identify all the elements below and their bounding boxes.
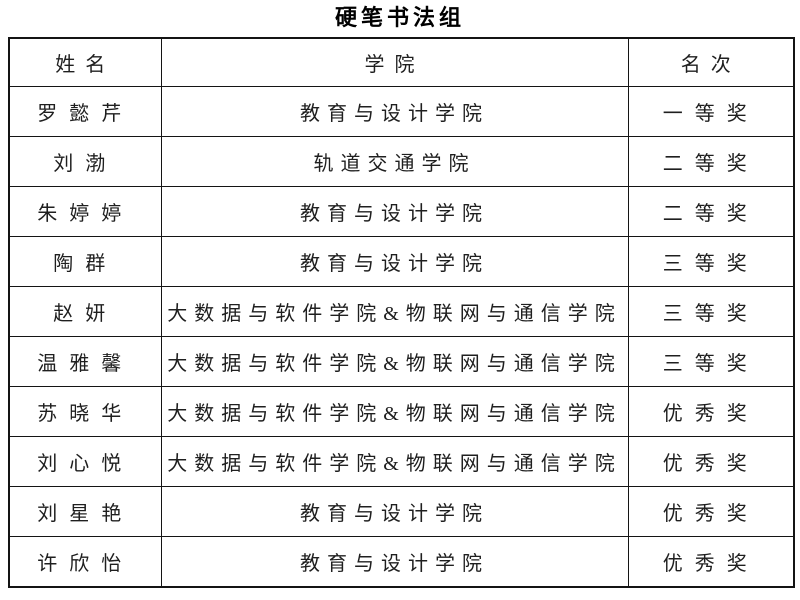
name-cell: 刘渤 bbox=[8, 136, 162, 187]
name-cell: 罗懿芹 bbox=[8, 86, 162, 137]
college-cell: 大数据与软件学院&物联网与通信学院 bbox=[160, 436, 629, 487]
rank-cell: 三等奖 bbox=[627, 336, 795, 387]
rank-cell: 三等奖 bbox=[627, 286, 795, 337]
name-cell: 许欣怡 bbox=[8, 536, 162, 588]
awards-table: 姓名 学院 名次 罗懿芹 教育与设计学院 一等奖 刘渤 轨道交通学院 二等奖 朱… bbox=[8, 37, 795, 588]
rank-cell: 二等奖 bbox=[627, 186, 795, 237]
table-body: 罗懿芹 教育与设计学院 一等奖 刘渤 轨道交通学院 二等奖 朱婷婷 教育与设计学… bbox=[8, 86, 795, 588]
name-cell: 苏晓华 bbox=[8, 386, 162, 437]
college-cell: 教育与设计学院 bbox=[160, 86, 629, 137]
header-name: 姓名 bbox=[8, 37, 162, 87]
college-cell: 教育与设计学院 bbox=[160, 486, 629, 537]
rank-cell: 一等奖 bbox=[627, 86, 795, 137]
college-cell: 教育与设计学院 bbox=[160, 186, 629, 237]
name-cell: 赵妍 bbox=[8, 286, 162, 337]
rank-cell: 三等奖 bbox=[627, 236, 795, 287]
header-rank: 名次 bbox=[627, 37, 795, 87]
table-row: 朱婷婷 教育与设计学院 二等奖 bbox=[8, 186, 795, 237]
table-row: 苏晓华 大数据与软件学院&物联网与通信学院 优秀奖 bbox=[8, 386, 795, 437]
table-row: 刘渤 轨道交通学院 二等奖 bbox=[8, 136, 795, 187]
name-cell: 刘心悦 bbox=[8, 436, 162, 487]
name-cell: 朱婷婷 bbox=[8, 186, 162, 237]
rank-cell: 优秀奖 bbox=[627, 486, 795, 537]
rank-cell: 二等奖 bbox=[627, 136, 795, 187]
table-row: 刘星艳 教育与设计学院 优秀奖 bbox=[8, 486, 795, 537]
table-row: 罗懿芹 教育与设计学院 一等奖 bbox=[8, 86, 795, 137]
table-row: 许欣怡 教育与设计学院 优秀奖 bbox=[8, 536, 795, 588]
name-cell: 刘星艳 bbox=[8, 486, 162, 537]
college-cell: 教育与设计学院 bbox=[160, 236, 629, 287]
college-cell: 大数据与软件学院&物联网与通信学院 bbox=[160, 336, 629, 387]
college-cell: 轨道交通学院 bbox=[160, 136, 629, 187]
header-college: 学院 bbox=[160, 37, 629, 87]
name-cell: 温雅馨 bbox=[8, 336, 162, 387]
college-cell: 教育与设计学院 bbox=[160, 536, 629, 588]
table-row: 温雅馨 大数据与软件学院&物联网与通信学院 三等奖 bbox=[8, 336, 795, 387]
rank-cell: 优秀奖 bbox=[627, 386, 795, 437]
table-row: 陶群 教育与设计学院 三等奖 bbox=[8, 236, 795, 287]
table-row: 刘心悦 大数据与软件学院&物联网与通信学院 优秀奖 bbox=[8, 436, 795, 487]
rank-cell: 优秀奖 bbox=[627, 436, 795, 487]
name-cell: 陶群 bbox=[8, 236, 162, 287]
header-row: 姓名 学院 名次 bbox=[8, 37, 795, 87]
page-title: 硬笔书法组 bbox=[334, 6, 465, 31]
table-row: 赵妍 大数据与软件学院&物联网与通信学院 三等奖 bbox=[8, 286, 795, 337]
rank-cell: 优秀奖 bbox=[627, 536, 795, 588]
table-header: 姓名 学院 名次 bbox=[8, 37, 795, 87]
college-cell: 大数据与软件学院&物联网与通信学院 bbox=[160, 386, 629, 437]
college-cell: 大数据与软件学院&物联网与通信学院 bbox=[160, 286, 629, 337]
